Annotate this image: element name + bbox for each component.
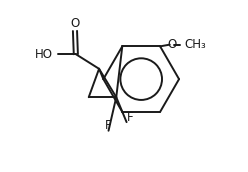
Text: O: O — [167, 38, 176, 51]
Text: F: F — [105, 119, 112, 132]
Text: HO: HO — [35, 48, 53, 61]
Text: F: F — [127, 111, 133, 124]
Text: CH₃: CH₃ — [185, 38, 207, 51]
Text: O: O — [70, 17, 80, 30]
